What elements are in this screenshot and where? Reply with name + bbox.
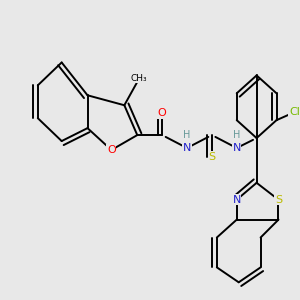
- Text: N: N: [183, 143, 191, 153]
- Text: S: S: [275, 195, 282, 205]
- Text: N: N: [232, 195, 241, 205]
- Text: O: O: [158, 108, 167, 118]
- Text: H: H: [183, 130, 191, 140]
- Text: Cl: Cl: [289, 107, 300, 117]
- Text: O: O: [107, 145, 116, 155]
- Text: H: H: [233, 130, 240, 140]
- Text: S: S: [208, 152, 215, 162]
- Text: N: N: [232, 143, 241, 153]
- Text: CH₃: CH₃: [131, 74, 148, 83]
